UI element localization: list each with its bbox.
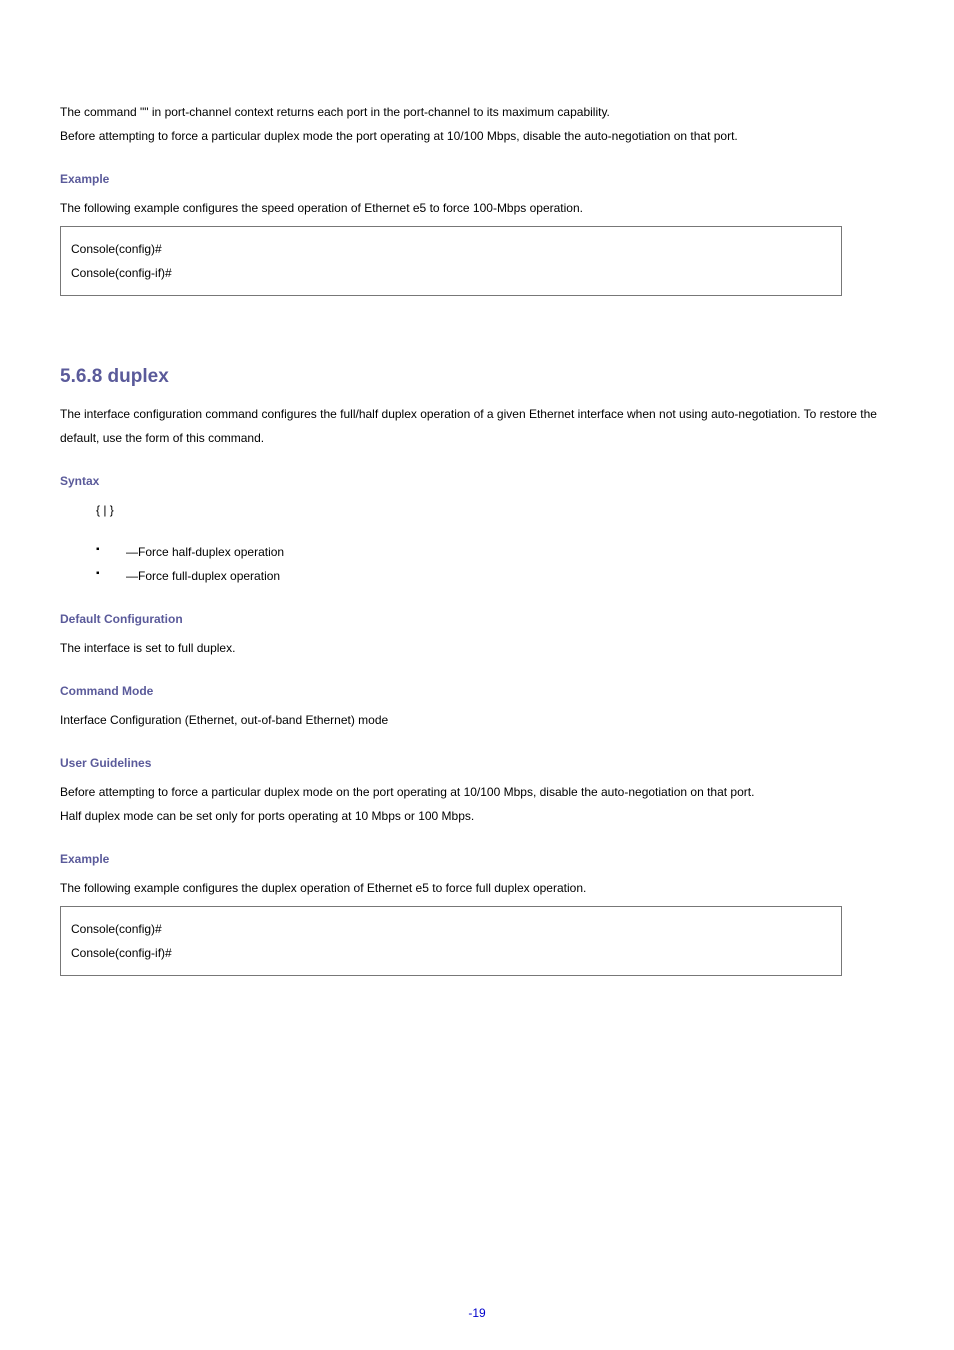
code2-line-2: Console(config-if)# (71, 941, 831, 965)
intro-1a: The command " (60, 105, 144, 119)
guide-text-2: Half duplex mode can be set only for por… (60, 804, 894, 828)
page-footer: -19 (0, 1306, 954, 1320)
code-line-1: Console(config)# (71, 237, 831, 261)
example2-code: Console(config)# Console(config-if)# (60, 906, 842, 976)
default-head: Default Configuration (60, 612, 894, 626)
example2-head: Example (60, 852, 894, 866)
default-text: The interface is set to full duplex. (60, 636, 894, 660)
code-line-2: Console(config-if)# (71, 261, 831, 285)
syntax-bullets: —Force half-duplex operation —Force full… (96, 540, 894, 588)
example1-head: Example (60, 172, 894, 186)
duplex-desc: The interface configuration command conf… (60, 402, 894, 450)
code2-line-1: Console(config)# (71, 917, 831, 941)
duplex-desc-a: The (60, 407, 84, 421)
duplex-desc-c: form of this command. (145, 431, 264, 445)
syntax-head: Syntax (60, 474, 894, 488)
example1-code: Console(config)# Console(config-if)# (60, 226, 842, 296)
intro-1b: " in port-channel context returns each p… (144, 105, 610, 119)
guide-head: User Guidelines (60, 756, 894, 770)
guide-text-1: Before attempting to force a particular … (60, 780, 894, 804)
mode-text: Interface Configuration (Ethernet, out-o… (60, 708, 894, 732)
duplex-head: 5.6.8 duplex (60, 366, 894, 388)
bullet-half: —Force half-duplex operation (96, 540, 894, 564)
syntax-line: { | } (96, 498, 894, 522)
mode-head: Command Mode (60, 684, 894, 698)
bullet-full: —Force full-duplex operation (96, 564, 894, 588)
example1-text: The following example configures the spe… (60, 196, 894, 220)
intro-line-2: Before attempting to force a particular … (60, 124, 894, 148)
intro-line-1: The command "" in port-channel context r… (60, 100, 894, 124)
example2-text: The following example configures the dup… (60, 876, 894, 900)
